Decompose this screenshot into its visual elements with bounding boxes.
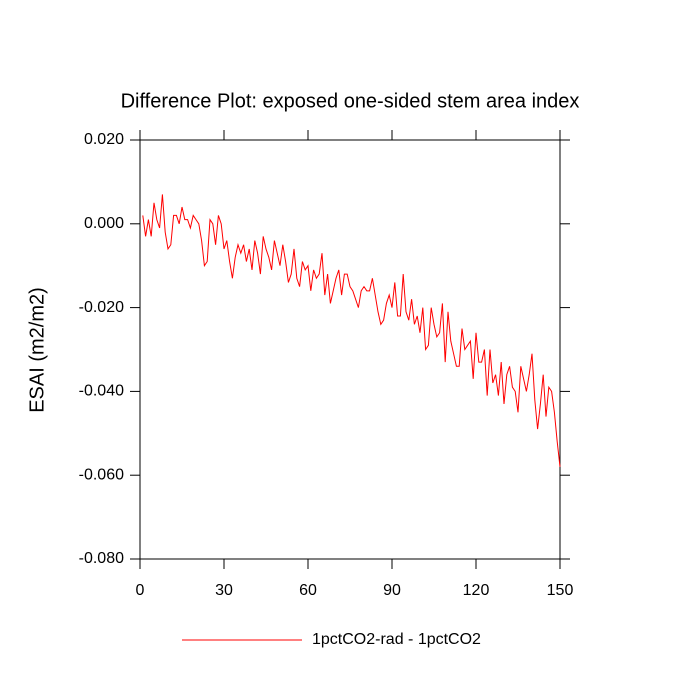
y-tick-label: 0.000 bbox=[84, 215, 124, 232]
x-tick-label: 150 bbox=[547, 582, 574, 599]
y-axis-label: ESAI (m2/m2) bbox=[26, 287, 48, 413]
x-tick-label: 120 bbox=[463, 582, 490, 599]
x-tick-label: 60 bbox=[299, 582, 317, 599]
x-tick-label: 30 bbox=[215, 582, 233, 599]
legend-label: 1pctCO2-rad - 1pctCO2 bbox=[312, 631, 481, 648]
x-tick-label: 0 bbox=[136, 582, 145, 599]
data-line bbox=[142, 194, 561, 467]
y-tick-label: -0.020 bbox=[79, 299, 124, 316]
y-tick-label: -0.040 bbox=[79, 383, 124, 400]
x-tick-label: 90 bbox=[383, 582, 401, 599]
y-tick-label: -0.080 bbox=[79, 550, 124, 567]
plot-frame bbox=[139, 139, 561, 560]
chart-title: Difference Plot: exposed one-sided stem … bbox=[121, 90, 580, 112]
y-tick-label: -0.060 bbox=[79, 466, 124, 483]
y-tick-label: 0.020 bbox=[84, 131, 124, 148]
